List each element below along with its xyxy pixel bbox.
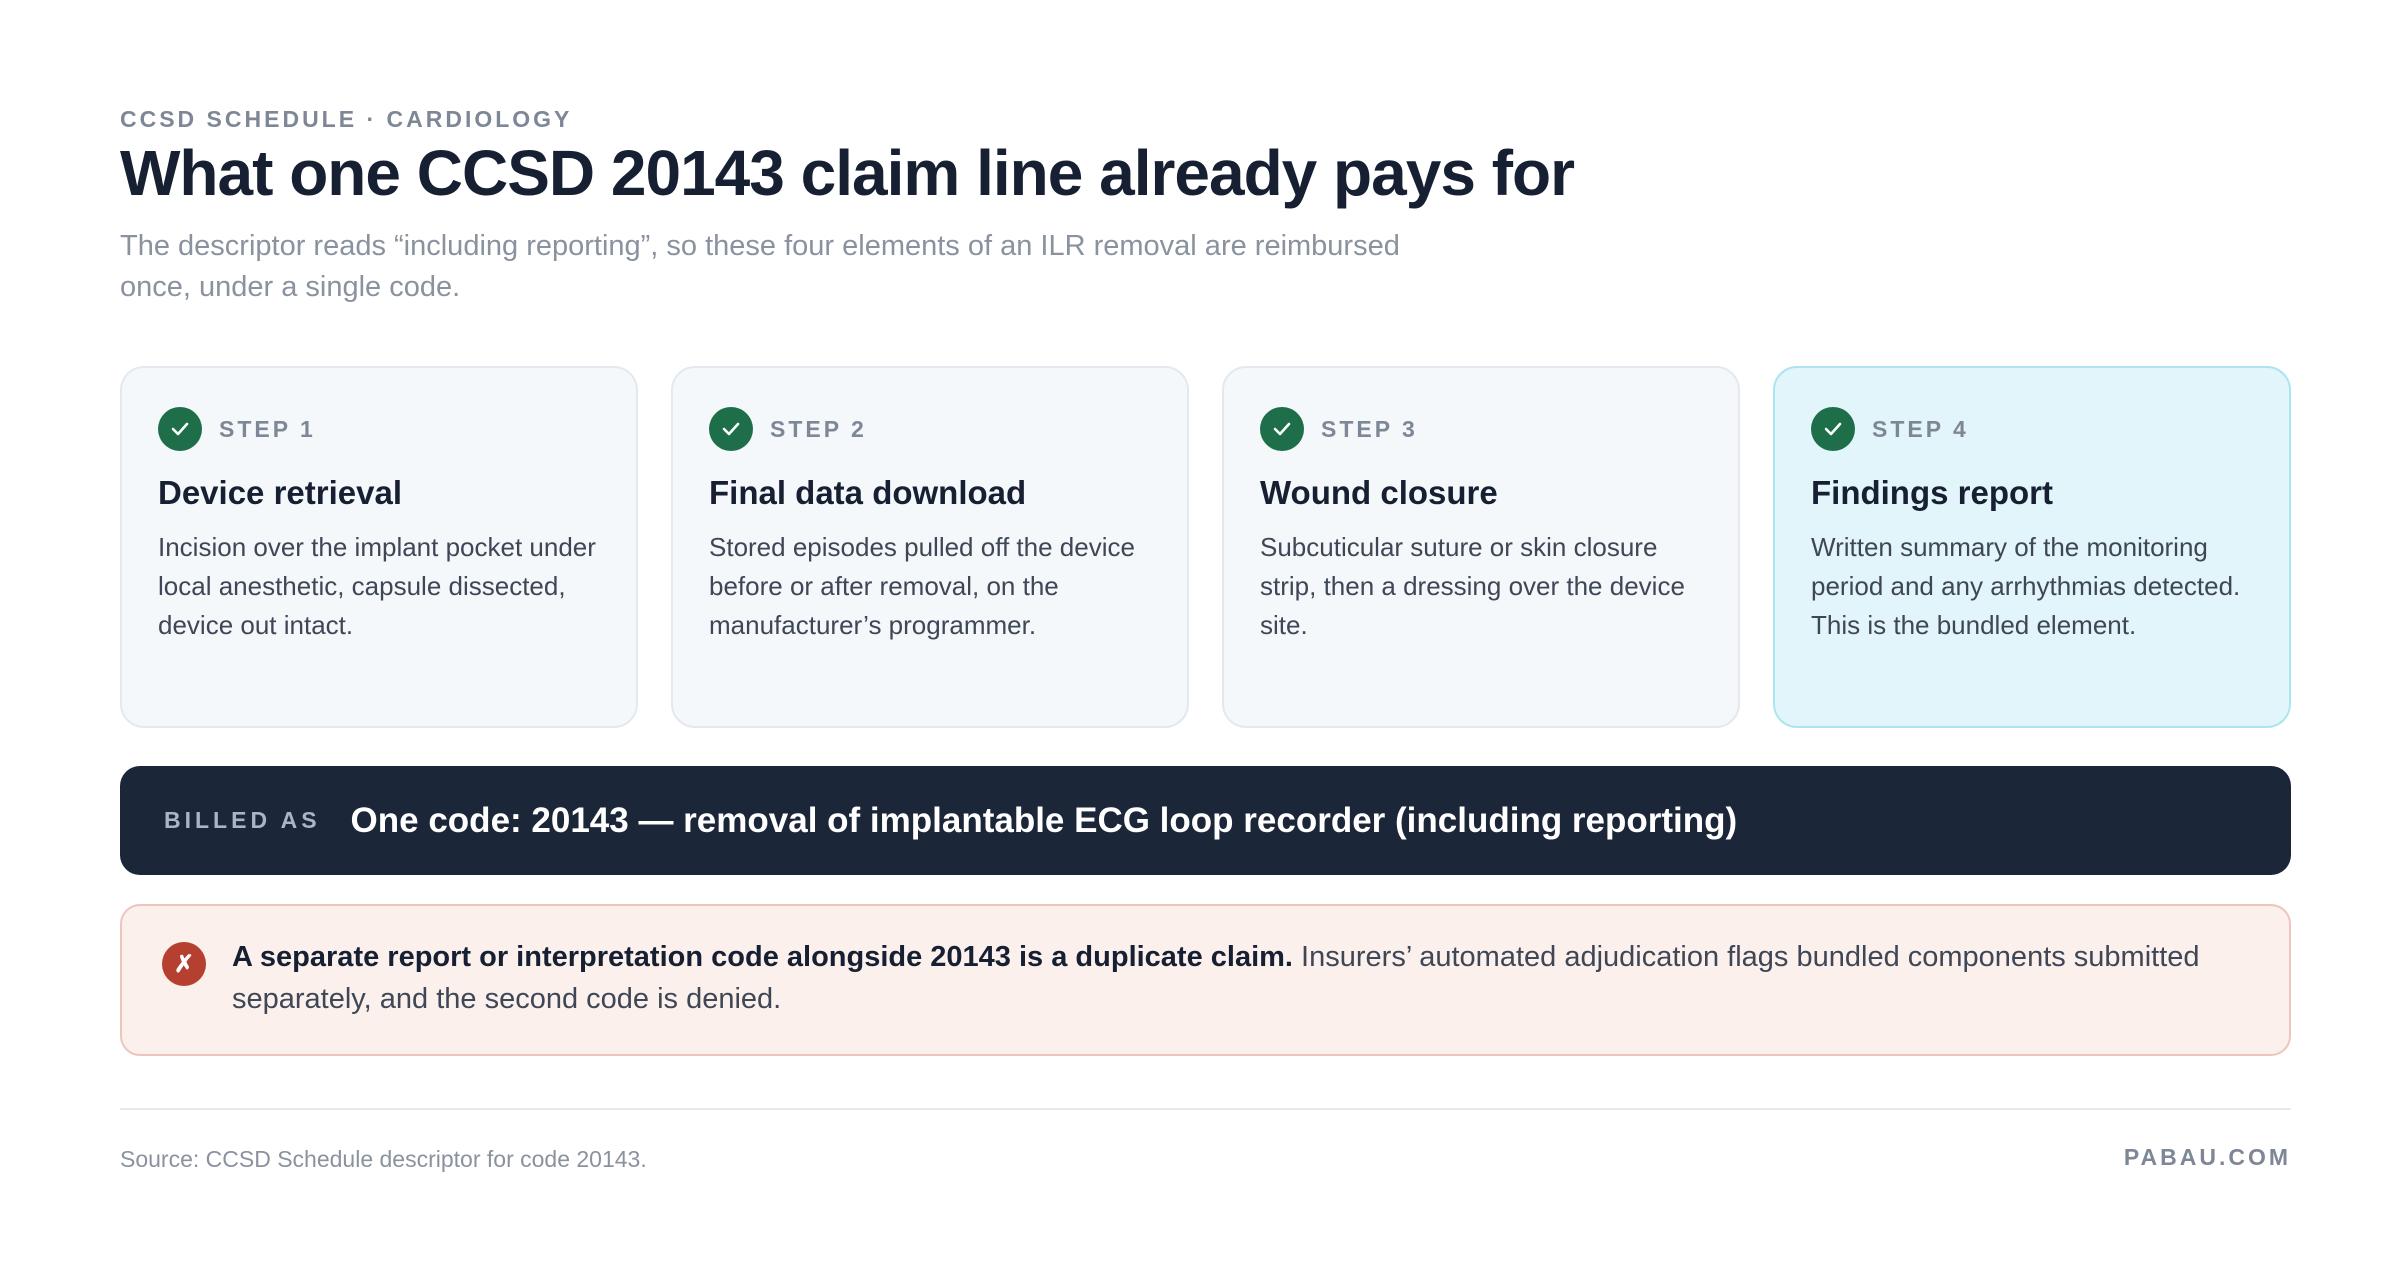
step-title: Findings report (1811, 474, 2053, 511)
check-circle-icon (158, 407, 202, 451)
check-circle-icon (709, 407, 753, 451)
billed-as-label: BILLED AS (164, 807, 321, 833)
footer-divider (120, 1108, 2291, 1110)
step-label: STEP 4 (1872, 415, 1969, 442)
warning-headline: A separate report or interpretation code… (232, 941, 1293, 973)
step-label: STEP 3 (1321, 415, 1418, 442)
step-header: STEP 1 (158, 406, 600, 452)
step-title: Final data download (709, 474, 1027, 511)
step-description: Incision over the implant pocket under l… (158, 532, 596, 640)
eyebrow: CCSD SCHEDULE · CARDIOLOGY (120, 106, 573, 132)
page-subtitle: The descriptor reads “including reportin… (120, 230, 1400, 303)
check-circle-icon (1811, 407, 1855, 451)
step-header: STEP 2 (709, 406, 1151, 452)
brand-mark: PABAU.COM (2123, 1144, 2291, 1170)
step-header: STEP 4 (1811, 406, 2253, 452)
duplicate-claim-warning: ✗ A separate report or interpretation co… (120, 904, 2291, 1056)
source-note: Source: CCSD Schedule descriptor for cod… (120, 1146, 647, 1172)
step-title: Wound closure (1260, 474, 1498, 511)
warning-text: A separate report or interpretation code… (232, 936, 2249, 1020)
step-description: Subcuticular suture or skin closure stri… (1260, 532, 1685, 640)
step-card-1: STEP 1 Device retrieval Incision over th… (120, 366, 638, 728)
step-card-2: STEP 2 Final data download Stored episod… (671, 366, 1189, 728)
x-circle-icon: ✗ (162, 942, 206, 986)
billed-as-banner: BILLED AS One code: 20143 — removal of i… (120, 766, 2291, 875)
billed-code-text: One code: 20143 — removal of implantable… (350, 800, 1738, 840)
check-circle-icon (1260, 407, 1304, 451)
step-label: STEP 2 (770, 415, 867, 442)
step-header: STEP 3 (1260, 406, 1702, 452)
step-description: Stored episodes pulled off the device be… (709, 532, 1135, 640)
warning-body: Insurers’ automated adjudication flags b… (232, 941, 2200, 1015)
step-label: STEP 1 (219, 415, 316, 442)
step-card-3: STEP 3 Wound closure Subcuticular suture… (1222, 366, 1740, 728)
steps-row: STEP 1 Device retrieval Incision over th… (120, 366, 2291, 728)
step-card-4: STEP 4 Findings report Written summary o… (1773, 366, 2291, 728)
page-title: What one CCSD 20143 claim line already p… (120, 137, 1575, 209)
step-title: Device retrieval (158, 474, 403, 511)
step-description: Written summary of the monitoring period… (1811, 532, 2241, 640)
